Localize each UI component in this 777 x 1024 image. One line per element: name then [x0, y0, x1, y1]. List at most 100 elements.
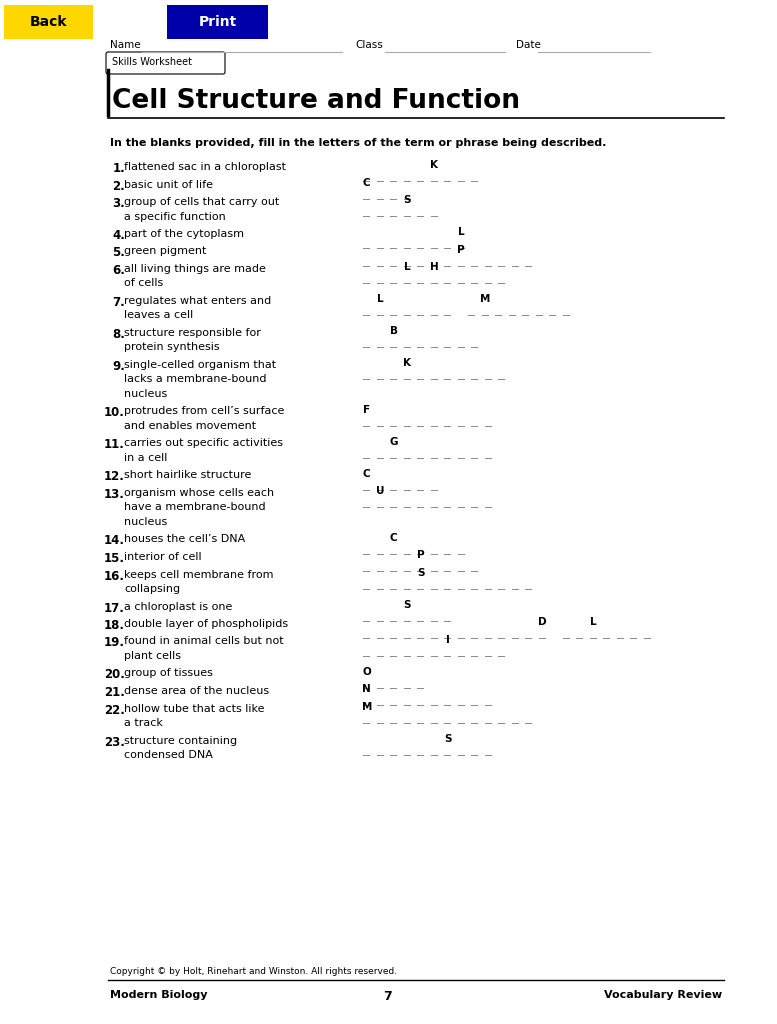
Text: _: _ — [471, 335, 479, 348]
Text: _: _ — [498, 577, 505, 590]
Text: _: _ — [390, 186, 397, 200]
Text: _: _ — [471, 693, 479, 707]
Text: _: _ — [444, 169, 451, 182]
Text: _: _ — [404, 303, 411, 316]
FancyBboxPatch shape — [106, 52, 225, 74]
Text: _: _ — [525, 577, 532, 590]
Text: _: _ — [377, 169, 384, 182]
Text: C: C — [363, 177, 371, 187]
Text: P: P — [458, 245, 465, 255]
Text: carries out specific activities: carries out specific activities — [124, 438, 283, 449]
Text: _: _ — [390, 559, 397, 572]
Text: 18.: 18. — [104, 618, 125, 632]
Text: _: _ — [644, 626, 651, 639]
Text: 21.: 21. — [104, 686, 125, 699]
Text: _: _ — [444, 742, 451, 756]
Text: _: _ — [485, 495, 492, 508]
Text: lacks a membrane-bound: lacks a membrane-bound — [124, 375, 267, 384]
Text: 5.: 5. — [112, 247, 125, 259]
Text: _: _ — [458, 711, 465, 724]
Text: dense area of the nucleus: dense area of the nucleus — [124, 686, 269, 696]
Text: _: _ — [404, 676, 411, 688]
Text: B: B — [390, 326, 398, 336]
Text: _: _ — [417, 335, 424, 348]
Text: _: _ — [377, 742, 384, 756]
Text: _: _ — [363, 445, 371, 459]
Text: _: _ — [404, 445, 411, 459]
Text: K: K — [403, 358, 411, 368]
Text: S: S — [403, 600, 411, 609]
Text: nucleus: nucleus — [124, 517, 167, 527]
Text: _: _ — [390, 643, 397, 656]
Text: _: _ — [390, 169, 397, 182]
Text: Skills Worksheet: Skills Worksheet — [112, 57, 192, 67]
Text: C: C — [363, 469, 371, 478]
Text: _: _ — [471, 711, 479, 724]
Text: 7.: 7. — [112, 296, 125, 309]
Text: _: _ — [444, 335, 451, 348]
Text: _: _ — [404, 271, 411, 284]
Text: _: _ — [377, 271, 384, 284]
Text: Date: Date — [516, 40, 541, 50]
Text: _: _ — [590, 626, 597, 639]
Text: _: _ — [377, 542, 384, 555]
Text: _: _ — [404, 367, 411, 380]
Text: _: _ — [485, 693, 492, 707]
Text: _: _ — [390, 626, 397, 639]
Text: _: _ — [377, 445, 384, 459]
Text: hollow tube that acts like: hollow tube that acts like — [124, 703, 264, 714]
Text: 16.: 16. — [104, 569, 125, 583]
Text: _: _ — [430, 414, 437, 427]
Text: _: _ — [390, 676, 397, 688]
Text: a specific function: a specific function — [124, 212, 226, 221]
Text: 11.: 11. — [104, 438, 125, 452]
Text: K: K — [430, 160, 438, 170]
Text: 8.: 8. — [112, 328, 125, 341]
Text: _: _ — [430, 495, 437, 508]
Text: _: _ — [417, 577, 424, 590]
Text: _: _ — [430, 477, 437, 490]
Text: _: _ — [417, 367, 424, 380]
Text: _: _ — [404, 414, 411, 427]
Text: _: _ — [404, 693, 411, 707]
Text: _: _ — [404, 204, 411, 217]
Text: _: _ — [458, 367, 465, 380]
Text: _: _ — [444, 626, 451, 639]
Text: _: _ — [404, 643, 411, 656]
Text: basic unit of life: basic unit of life — [124, 179, 213, 189]
Text: _: _ — [404, 742, 411, 756]
Text: Class: Class — [355, 40, 383, 50]
Text: _: _ — [498, 254, 505, 266]
Text: _: _ — [430, 626, 437, 639]
Text: _: _ — [377, 577, 384, 590]
Text: _: _ — [363, 608, 371, 622]
Text: Cell Structure and Function: Cell Structure and Function — [112, 88, 520, 114]
Text: structure containing: structure containing — [124, 735, 237, 745]
Text: D: D — [538, 617, 546, 627]
Text: _: _ — [404, 542, 411, 555]
Text: regulates what enters and: regulates what enters and — [124, 296, 271, 306]
Text: Modern Biology: Modern Biology — [110, 990, 207, 1000]
Text: _: _ — [617, 626, 624, 639]
Text: protrudes from cell’s surface: protrudes from cell’s surface — [124, 407, 284, 417]
Text: _: _ — [430, 742, 437, 756]
Text: F: F — [363, 404, 371, 415]
Text: single-celled organism that: single-celled organism that — [124, 360, 276, 370]
Text: _: _ — [563, 626, 570, 639]
Text: 20.: 20. — [104, 669, 125, 682]
Text: _: _ — [377, 495, 384, 508]
Text: _: _ — [404, 477, 411, 490]
Text: _: _ — [485, 711, 492, 724]
Text: in a cell: in a cell — [124, 453, 167, 463]
Text: _: _ — [458, 559, 465, 572]
Text: _: _ — [390, 608, 397, 622]
Text: _: _ — [390, 445, 397, 459]
Text: _: _ — [390, 414, 397, 427]
Text: In the blanks provided, fill in the letters of the term or phrase being describe: In the blanks provided, fill in the lett… — [110, 138, 606, 148]
Text: _: _ — [485, 367, 492, 380]
Text: _: _ — [404, 237, 411, 249]
Text: _: _ — [430, 445, 437, 459]
Text: 3.: 3. — [112, 197, 125, 210]
Text: _: _ — [430, 608, 437, 622]
Text: _: _ — [430, 271, 437, 284]
